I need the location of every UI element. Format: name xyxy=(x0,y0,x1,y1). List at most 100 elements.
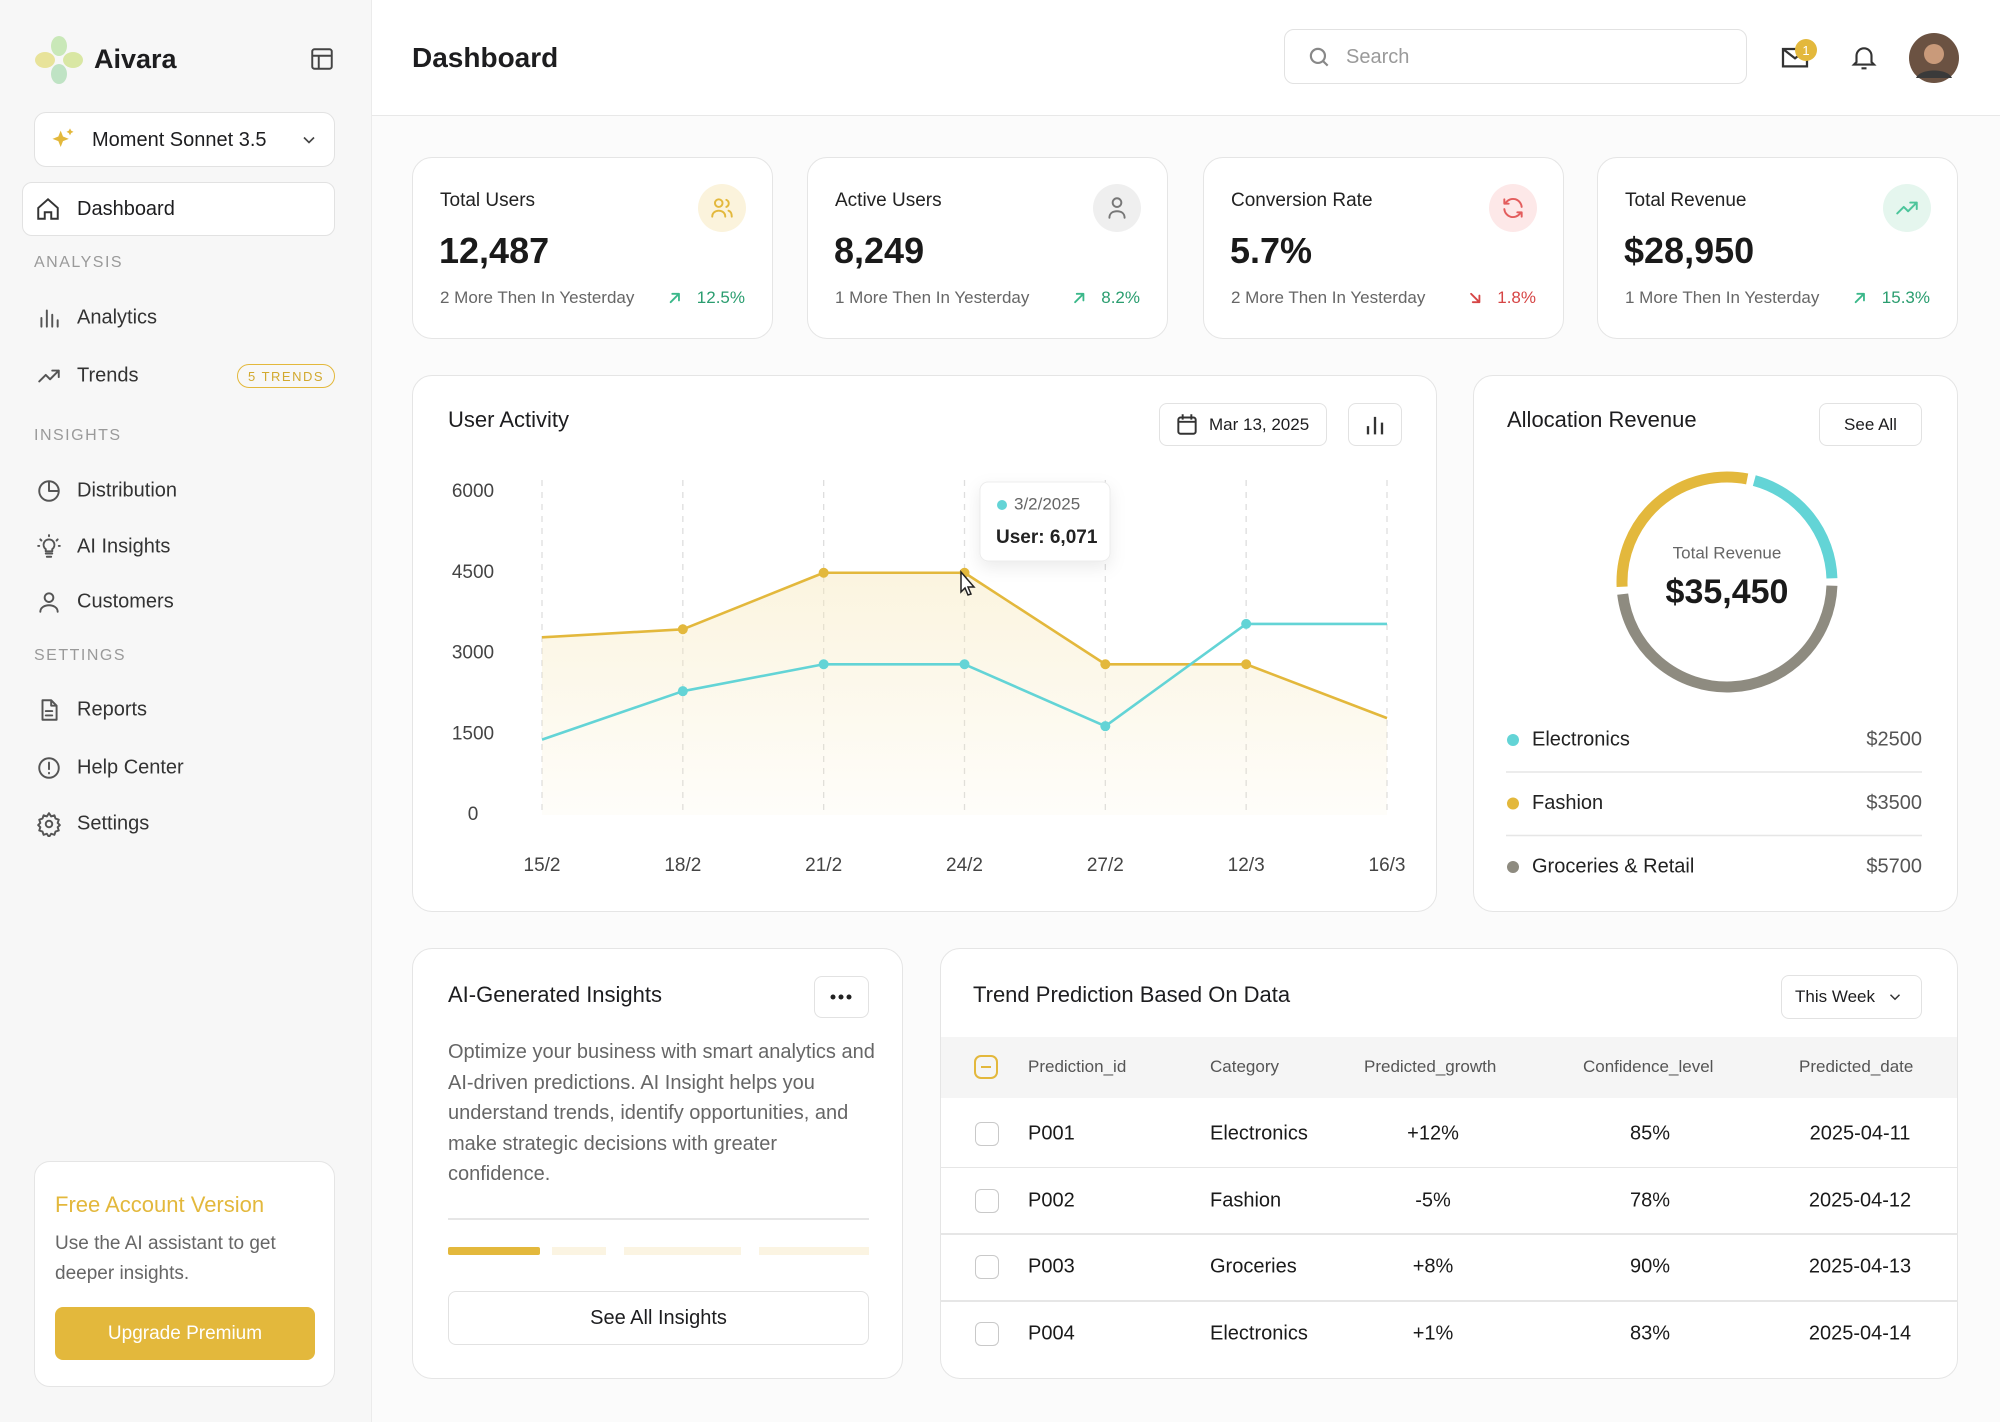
stat-icon xyxy=(1503,198,1523,218)
icon-path xyxy=(1896,201,1918,215)
nav-item[interactable] xyxy=(22,576,335,628)
progress-step xyxy=(624,1247,741,1255)
stat-icon xyxy=(1108,197,1126,219)
column-header: Prediction_id xyxy=(1028,1057,1127,1076)
model-selector[interactable] xyxy=(34,112,335,167)
icon-path xyxy=(1108,197,1126,219)
search-box[interactable] xyxy=(1284,29,1747,84)
sparkle-icon xyxy=(52,128,74,147)
card-title: User Activity xyxy=(448,406,570,432)
collapse-button[interactable] xyxy=(309,46,335,72)
table-cell: Fashion xyxy=(1210,1189,1282,1212)
allocation-card xyxy=(1473,375,1958,912)
row-checkbox[interactable] xyxy=(975,1122,999,1146)
progress-step xyxy=(759,1247,869,1255)
stat-change: 15.3% xyxy=(1850,288,1930,308)
table-cell: 2025-04-13 xyxy=(1808,1255,1912,1278)
icon-path xyxy=(38,369,60,383)
card-title: Allocation Revenue xyxy=(1507,406,1697,432)
nav-icon xyxy=(41,699,58,721)
trend-arrow xyxy=(1470,292,1481,304)
logo xyxy=(35,36,83,84)
nav-icon xyxy=(39,592,59,613)
nav-label: Settings xyxy=(77,812,150,835)
stat-title: Total Users xyxy=(440,190,536,211)
row-divider xyxy=(940,1233,1958,1235)
user-activity-card xyxy=(412,375,1437,912)
column-header: Predicted_date xyxy=(1799,1057,1914,1076)
promo-text: Use the AI assistant to get deeper insig… xyxy=(55,1233,276,1284)
progress-step xyxy=(552,1247,606,1255)
stat-icon-bg xyxy=(1883,184,1931,232)
icon-path xyxy=(40,309,59,328)
nav-label: Distribution xyxy=(77,479,178,502)
stat-icon xyxy=(1896,201,1918,215)
nav-icon xyxy=(37,812,61,837)
stat-change-value: 12.5% xyxy=(696,288,745,307)
icon-path xyxy=(1470,292,1481,304)
icon-path xyxy=(669,292,680,304)
stat-note: 1 More Then In Yesterday xyxy=(835,288,1030,307)
mail-badge: 1 xyxy=(1795,39,1817,61)
nav-item[interactable] xyxy=(22,350,335,402)
nav-item[interactable] xyxy=(22,798,335,850)
column-header: Category xyxy=(1210,1057,1279,1076)
stat-note: 2 More Then In Yesterday xyxy=(440,288,635,307)
table-cell: +8% xyxy=(1412,1255,1454,1278)
stat-title: Total Revenue xyxy=(1625,190,1747,211)
nav-item[interactable] xyxy=(22,465,335,517)
icon-path xyxy=(711,198,733,218)
nav-item[interactable] xyxy=(22,292,335,344)
period-dropdown[interactable] xyxy=(1781,975,1922,1019)
table-cell: P002 xyxy=(1028,1189,1075,1212)
stat-change: 1.8% xyxy=(1465,288,1536,308)
nav-icon xyxy=(38,369,60,383)
icon-path xyxy=(38,757,60,779)
bell-icon[interactable] xyxy=(1849,42,1879,72)
divider xyxy=(448,1218,869,1220)
nav-section-title: INSIGHTS xyxy=(34,427,122,444)
stat-value: $28,950 xyxy=(1624,230,1755,271)
table-cell: +1% xyxy=(1412,1322,1454,1345)
see-all-insights-button[interactable]: See All Insights xyxy=(448,1291,869,1345)
icon-path xyxy=(1854,292,1865,304)
icon-path xyxy=(39,592,59,613)
nav-label: Help Center xyxy=(77,756,184,779)
date-picker[interactable] xyxy=(1159,403,1327,446)
see-all-button[interactable]: See All xyxy=(1819,403,1922,446)
stat-note: 2 More Then In Yesterday xyxy=(1231,288,1426,307)
nav-dashboard[interactable] xyxy=(22,182,335,236)
table-cell: Groceries xyxy=(1210,1255,1297,1278)
trend-table-card xyxy=(940,948,1958,1379)
trends-badge: 5 TRENDS xyxy=(237,364,335,388)
stat-value: 12,487 xyxy=(439,230,550,271)
table-cell: 2025-04-11 xyxy=(1809,1122,1911,1145)
page-title: Dashboard xyxy=(412,42,559,74)
nav-item[interactable] xyxy=(22,684,335,736)
select-all-checkbox[interactable] xyxy=(973,1054,999,1080)
nav-label: AI Insights xyxy=(77,535,171,558)
table-header-bg xyxy=(941,1037,1957,1098)
icon-path xyxy=(41,699,58,721)
home-icon xyxy=(37,197,59,220)
stat-note: 1 More Then In Yesterday xyxy=(1625,288,1820,307)
stat-change-value: 1.8% xyxy=(1497,288,1536,307)
row-divider xyxy=(940,1300,1958,1302)
ellipsis-icon xyxy=(830,994,852,1000)
nav-label: Reports xyxy=(77,698,148,721)
stat-value: 8,249 xyxy=(834,230,925,271)
icon-path xyxy=(37,812,61,837)
nav-item[interactable] xyxy=(22,521,335,573)
icon-path xyxy=(38,480,60,502)
progress-active xyxy=(448,1247,540,1255)
search-placeholder: Search xyxy=(1346,46,1410,68)
avatar[interactable] xyxy=(1908,32,1960,84)
stat-title: Conversion Rate xyxy=(1231,190,1373,211)
stat-icon xyxy=(711,198,733,218)
row-checkbox[interactable] xyxy=(975,1322,999,1347)
row-checkbox[interactable] xyxy=(975,1255,999,1280)
row-checkbox[interactable] xyxy=(975,1188,999,1213)
stat-card xyxy=(1203,157,1564,339)
upgrade-button[interactable]: Upgrade Premium xyxy=(55,1307,315,1360)
nav-icon xyxy=(38,480,60,502)
